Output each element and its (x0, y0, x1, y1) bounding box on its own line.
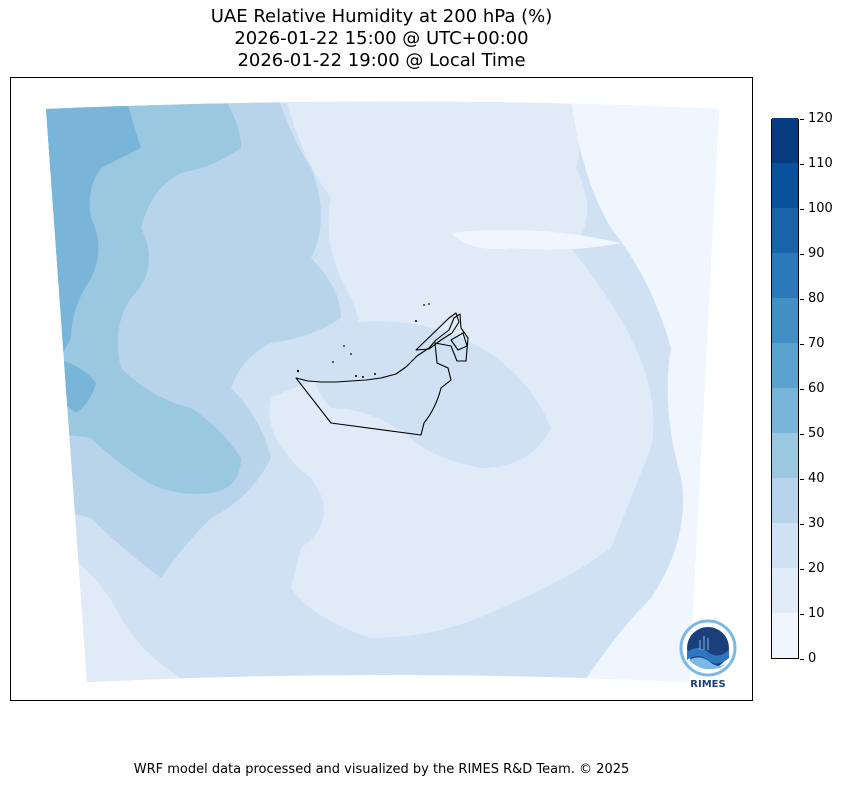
colorbar (771, 117, 799, 659)
colorbar-tick-mark (800, 569, 804, 570)
colorbar-tick-label: 60 (808, 381, 825, 396)
map-panel: RIMES (10, 77, 753, 701)
colorbar-tick-label: 120 (808, 111, 833, 126)
colorbar-tick-label: 100 (808, 201, 833, 216)
colorbar-segment (772, 207, 798, 253)
colorbar-tick-mark (800, 299, 804, 300)
colorbar-tick-mark (800, 524, 804, 525)
colorbar-tick-mark (800, 254, 804, 255)
colorbar-tick-mark (800, 164, 804, 165)
title-variable: UAE Relative Humidity at 200 hPa (%) (210, 6, 553, 27)
colorbar-segment (772, 297, 798, 343)
title-utc-time: 2026-01-22 15:00 @ UTC+00:00 (234, 28, 529, 49)
rimes-logo: RIMES (679, 619, 737, 690)
footer-credit: WRF model data processed and visualized … (133, 762, 630, 777)
uae-islands (296, 303, 430, 378)
colorbar-tick-mark (800, 659, 804, 660)
colorbar-tick-label: 110 (808, 156, 833, 171)
colorbar-segment (772, 567, 798, 613)
colorbar-segment (772, 612, 798, 658)
colorbar-segment (772, 432, 798, 478)
map-title: UAE Relative Humidity at 200 hPa (%) 202… (10, 6, 753, 72)
colorbar-segment (772, 117, 798, 163)
colorbar-tick-label: 0 (808, 651, 817, 666)
uae-outline (295, 312, 469, 436)
colorbar-segment (772, 342, 798, 388)
colorbar-tick-mark (800, 119, 804, 120)
colorbar-tick-label: 10 (808, 606, 825, 621)
colorbar-tick-mark (800, 209, 804, 210)
colorbar-tick-mark (800, 344, 804, 345)
colorbar-tick-label: 80 (808, 291, 825, 306)
colorbar-segment (772, 522, 798, 568)
colorbar-tick-label: 90 (808, 246, 825, 261)
rh-band-10-20-sw (71, 558, 181, 682)
colorbar-tick-mark (800, 389, 804, 390)
logo-text: RIMES (690, 679, 725, 690)
colorbar-segment (772, 477, 798, 523)
colorbar-tick-label: 40 (808, 471, 825, 486)
colorbar-tick-label: 30 (808, 516, 825, 531)
rh-band-50-60 (46, 101, 141, 368)
colorbar-tick-label: 20 (808, 561, 825, 576)
colorbar-tick-mark (800, 434, 804, 435)
rh-band-20-30-center (313, 321, 551, 468)
colorbar-tick-mark (800, 479, 804, 480)
colorbar-tick-label: 70 (808, 336, 825, 351)
rh-band-0-10-north (451, 229, 621, 250)
colorbar-tick-label: 50 (808, 426, 825, 441)
humidity-map (46, 101, 719, 682)
colorbar-tick-mark (800, 614, 804, 615)
title-local-time: 2026-01-22 19:00 @ Local Time (237, 50, 526, 71)
colorbar-segment (772, 162, 798, 208)
colorbar-segment (772, 252, 798, 298)
colorbar-segment (772, 387, 798, 433)
